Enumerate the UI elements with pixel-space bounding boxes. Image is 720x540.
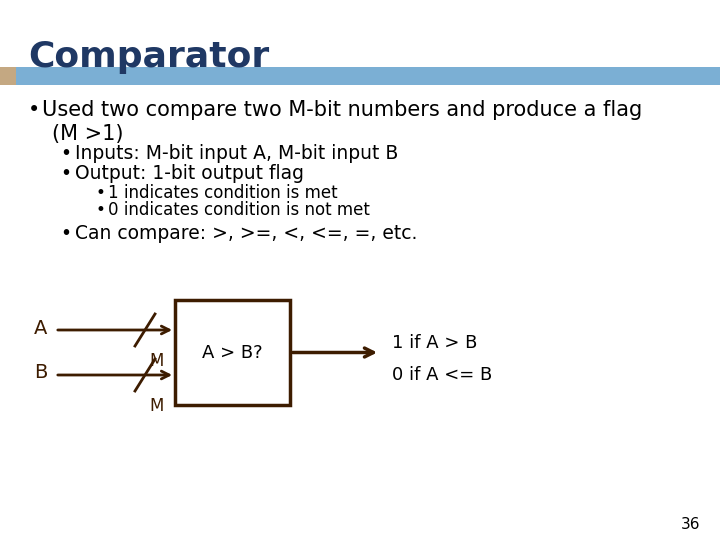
Text: A > B?: A > B? [202, 343, 263, 361]
Text: B: B [34, 363, 47, 382]
Text: Inputs: M-bit input A, M-bit input B: Inputs: M-bit input A, M-bit input B [75, 144, 398, 163]
Text: (M >1): (M >1) [52, 124, 124, 144]
Bar [0, 67, 16, 85]
Text: 0 indicates condition is not met: 0 indicates condition is not met [108, 201, 370, 219]
Text: 36: 36 [680, 517, 700, 532]
Bar [175, 300, 290, 405]
Text: Can compare: >, >=, <, <=, =, etc.: Can compare: >, >=, <, <=, =, etc. [75, 224, 418, 243]
Text: M: M [149, 352, 163, 370]
Text: Comparator: Comparator [28, 40, 269, 74]
Text: Used two compare two M-bit numbers and produce a flag: Used two compare two M-bit numbers and p… [42, 100, 642, 120]
Text: 1 indicates condition is met: 1 indicates condition is met [108, 184, 338, 202]
Text: •: • [28, 100, 40, 120]
Text: •: • [60, 164, 71, 183]
Text: •: • [95, 201, 105, 219]
Text: 0 if A <= B: 0 if A <= B [392, 366, 492, 383]
Text: •: • [60, 144, 71, 163]
Text: •: • [60, 224, 71, 243]
Text: M: M [149, 397, 163, 415]
Text: Output: 1-bit output flag: Output: 1-bit output flag [75, 164, 304, 183]
Text: •: • [95, 184, 105, 202]
Text: A: A [34, 319, 47, 338]
Bar [0, 67, 720, 85]
Text: 1 if A > B: 1 if A > B [392, 334, 477, 352]
